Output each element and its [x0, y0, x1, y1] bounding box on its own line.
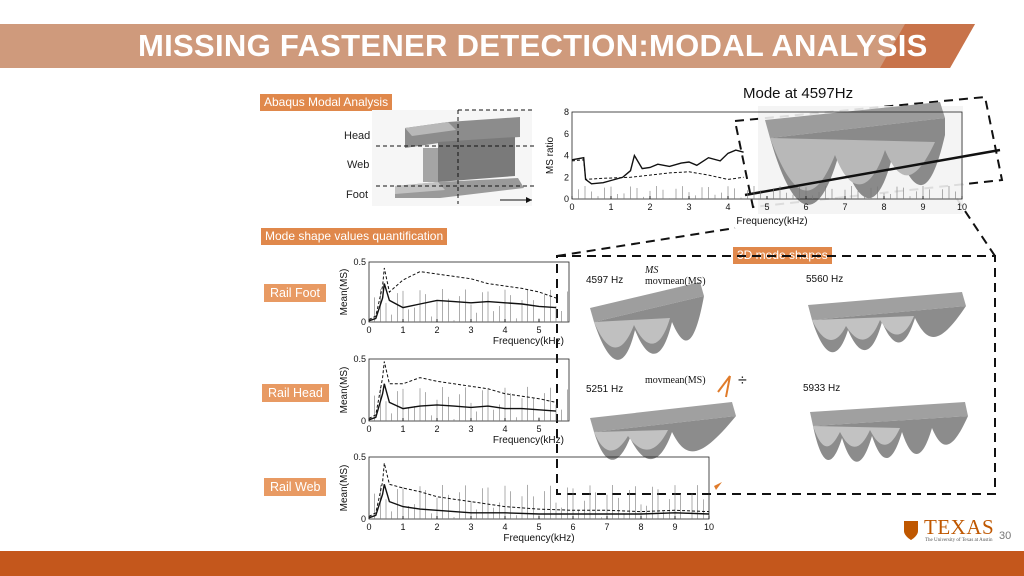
- y-tick-label: 6: [564, 129, 569, 139]
- x-tick-label: 5: [536, 424, 541, 434]
- mode-freq-5560: 5560 Hz: [806, 274, 844, 285]
- x-tick-label: 4: [502, 325, 507, 335]
- rail-model-image: [372, 109, 534, 206]
- title-banner: [0, 24, 975, 68]
- series-line-1: [368, 484, 710, 519]
- series-line-0: [571, 149, 744, 185]
- texas-logo-subtitle: The University of Texas at Austin: [925, 538, 993, 543]
- x-tick-label: 3: [468, 522, 473, 532]
- x-axis-label: Frequency(kHz): [493, 336, 564, 347]
- series-line-0: [368, 463, 710, 517]
- x-tick-label: 1: [400, 424, 405, 434]
- x-tick-label: 1: [400, 522, 405, 532]
- y-tick-label: 0: [361, 514, 366, 524]
- x-tick-label: 7: [842, 202, 847, 212]
- x-tick-label: 6: [570, 522, 575, 532]
- x-tick-label: 2: [434, 325, 439, 335]
- y-tick-label: 2: [564, 172, 569, 182]
- x-tick-label: 1: [400, 325, 405, 335]
- y-axis-label: MS ratio: [545, 136, 556, 174]
- rail-head-tag: Rail Head: [262, 384, 329, 402]
- x-tick-label: 2: [647, 202, 652, 212]
- chart-frame: [571, 111, 963, 200]
- rail-foot-tag: Rail Foot: [264, 284, 327, 302]
- quantification-tag: Mode shape values quantification: [261, 228, 448, 245]
- x-axis-label: Frequency(kHz): [503, 533, 574, 544]
- x-tick-label: 5: [536, 522, 541, 532]
- rail-head-label: Head: [344, 130, 371, 142]
- x-tick-label: 4: [725, 202, 730, 212]
- mode-freq-5933: 5933 Hz: [803, 383, 841, 394]
- series-line-0: [368, 267, 557, 321]
- x-tick-label: 8: [638, 522, 643, 532]
- rail-foot-label: Foot: [346, 189, 369, 201]
- abaqus-tag: Abaqus Modal Analysis: [260, 94, 393, 111]
- x-tick-label: 6: [803, 202, 808, 212]
- x-tick-label: 3: [468, 325, 473, 335]
- legend-movmean-top: movmean(MS): [645, 276, 706, 287]
- texas-logo-word: TEXAS: [924, 515, 995, 539]
- y-axis-label: Mean(MS): [339, 269, 350, 316]
- footer-bar: [0, 551, 1024, 576]
- mode-freq-4597: 4597 Hz: [586, 275, 624, 286]
- chart-frame: [368, 261, 570, 323]
- x-tick-label: 9: [672, 522, 677, 532]
- mode-zoom-box: [733, 95, 1004, 209]
- x-tick-label: 5: [764, 202, 769, 212]
- x-tick-label: 2: [434, 522, 439, 532]
- series-line-1: [368, 383, 557, 421]
- y-tick-label: 0: [564, 194, 569, 204]
- x-tick-label: 0: [366, 424, 371, 434]
- legend-movmean-mid: movmean(MS): [645, 375, 706, 386]
- x-axis-label: Frequency(kHz): [736, 216, 807, 227]
- x-tick-label: 0: [366, 325, 371, 335]
- x-tick-label: 2: [434, 424, 439, 434]
- page-number: 30: [999, 530, 1012, 542]
- x-tick-label: 8: [881, 202, 886, 212]
- series-line-0: [368, 361, 557, 419]
- y-tick-label: 0: [361, 416, 366, 426]
- y-tick-label: 0.5: [353, 452, 366, 462]
- y-axis-label: Mean(MS): [339, 367, 350, 414]
- x-tick-label: 7: [604, 522, 609, 532]
- rail-web-label: Web: [347, 159, 370, 171]
- mode-freq-5251: 5251 Hz: [586, 384, 624, 395]
- page-title: MISSING FASTENER DETECTION:MODAL ANALYSI…: [138, 28, 928, 63]
- mode-label: Mode at 4597Hz: [743, 85, 854, 102]
- y-tick-label: 0: [361, 317, 366, 327]
- y-tick-label: 0.5: [353, 354, 366, 364]
- x-tick-label: 5: [536, 325, 541, 335]
- mode-render-5251: [590, 402, 736, 460]
- mode-render-4597: [590, 282, 704, 360]
- x-tick-label: 4: [502, 522, 507, 532]
- x-tick-label: 3: [468, 424, 473, 434]
- mode-render-5933: [810, 402, 968, 462]
- x-tick-label: 1: [608, 202, 613, 212]
- x-tick-label: 9: [920, 202, 925, 212]
- series-line-1: [368, 283, 557, 322]
- x-tick-label: 0: [366, 522, 371, 532]
- texas-shield-icon: [904, 521, 918, 540]
- legend-ms: MS: [645, 265, 659, 276]
- chart-frame: [368, 358, 570, 422]
- divide-symbol: ÷: [738, 372, 747, 389]
- x-tick-label: 10: [704, 522, 714, 532]
- x-axis-label: Frequency(kHz): [493, 435, 564, 446]
- mode-render-5560: [808, 292, 966, 353]
- x-tick-label: 10: [957, 202, 967, 212]
- rail-web-tag: Rail Web: [264, 478, 327, 496]
- mode-shapes-box: [556, 255, 996, 495]
- x-tick-label: 3: [686, 202, 691, 212]
- x-tick-label: 0: [569, 202, 574, 212]
- x-tick-label: 4: [502, 424, 507, 434]
- series-line-1: [571, 159, 744, 180]
- y-tick-label: 0.5: [353, 257, 366, 267]
- y-tick-label: 4: [564, 151, 569, 161]
- y-tick-label: 8: [564, 107, 569, 117]
- y-axis-label: Mean(MS): [339, 465, 350, 512]
